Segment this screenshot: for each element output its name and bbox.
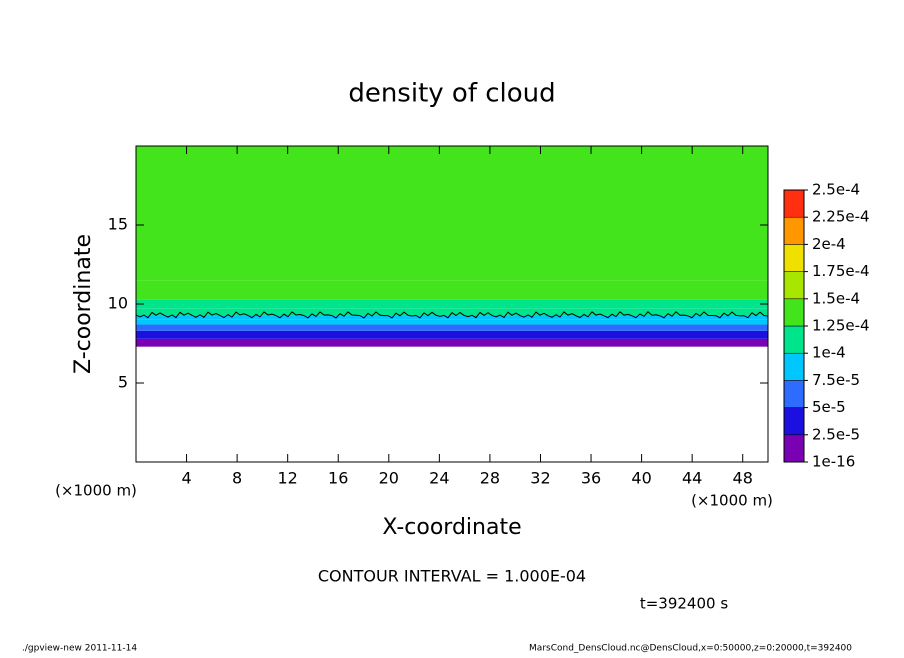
colorbar-swatch [783,434,805,463]
colorbar-swatch [783,189,805,218]
colorbar-label: 1e-4 [812,344,846,362]
colorbar-label: 2.5e-4 [812,181,860,199]
colorbar-swatch [783,352,805,381]
x-tick-label: 4 [181,469,191,488]
density-band [136,280,768,300]
y-tick-label: 15 [108,215,128,234]
x-tick-label: 32 [530,469,550,488]
colorbar-swatch [783,407,805,436]
colorbar-label: 1.25e-4 [812,317,870,335]
x-tick-label: 36 [581,469,601,488]
density-band [136,146,768,281]
chart-title: density of cloud [348,79,555,109]
x-tick-label: 44 [682,469,702,488]
x-unit-label: (×1000 m) [55,482,137,500]
colorbar-swatch [783,271,805,300]
density-band [136,338,768,347]
time-label: t=392400 s [640,595,728,613]
colorbar-swatch [783,216,805,245]
density-band [136,299,768,309]
x-tick-label: 16 [328,469,348,488]
colorbar-label: 7.5e-5 [812,371,860,389]
colorbar-label: 2e-4 [812,235,846,253]
y-axis-title: Z-coordinate [71,234,96,374]
density-band [136,315,768,320]
contour-note: CONTOUR INTERVAL = 1.000E-04 [318,567,586,586]
colorbar-label: 2.25e-4 [812,208,870,226]
density-band [136,330,768,339]
density-band [136,308,768,316]
density-band [136,319,768,325]
contour-line [135,311,769,319]
y-tick-label: 10 [108,294,128,313]
x-tick-label: 20 [379,469,399,488]
x-unit-label: (×1000 m) [691,492,773,510]
x-tick-label: 24 [429,469,449,488]
x-tick-label: 8 [232,469,242,488]
colorbar-swatch [783,380,805,408]
colorbar-swatch [783,298,805,327]
colorbar-label: 1.75e-4 [812,262,870,280]
y-tick-label: 5 [118,373,128,392]
density-band [136,324,768,331]
footer-right: MarsCond_DensCloud.nc@DensCloud,x=0:5000… [529,644,852,654]
colorbar-frame [783,189,805,463]
x-tick-label: 28 [480,469,500,488]
x-tick-label: 48 [733,469,753,488]
colorbar-swatch [783,325,805,354]
colorbar-label: 1e-16 [812,453,855,471]
x-tick-label: 12 [278,469,298,488]
x-tick-label: 40 [631,469,651,488]
footer-left: ./gpview-new 2011-11-14 [22,644,137,654]
x-axis-title: X-coordinate [382,515,521,540]
colorbar-swatch [783,244,805,272]
colorbar-label: 1.5e-4 [812,289,860,307]
colorbar-label: 2.5e-5 [812,425,860,443]
colorbar-label: 5e-5 [812,398,846,416]
